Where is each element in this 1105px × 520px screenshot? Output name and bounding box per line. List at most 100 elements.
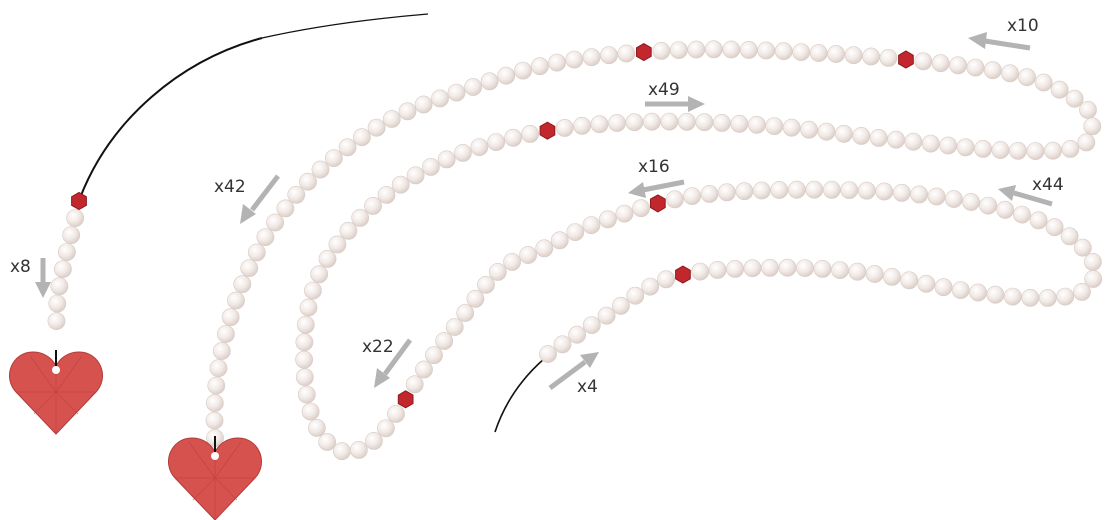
label-x4: x4	[577, 377, 598, 397]
pearl-bead	[1045, 218, 1064, 237]
pearl-bead	[713, 114, 731, 132]
pearl-bead	[295, 368, 314, 387]
label-x49: x49	[648, 80, 680, 100]
pearl-bead	[730, 114, 749, 133]
strand-main	[205, 40, 1103, 461]
pearl-bead	[456, 304, 475, 322]
pearl-bead	[266, 213, 285, 232]
pearl-bead	[431, 89, 449, 108]
pearl-bead	[212, 342, 231, 360]
crystal-bead	[71, 191, 87, 211]
pearl-bead	[986, 285, 1005, 304]
direction-arrows	[35, 32, 1053, 391]
pearl-bead	[240, 259, 259, 278]
pearl-bead	[800, 120, 819, 139]
pearl-bead	[761, 258, 779, 277]
pearl-bead	[951, 281, 970, 300]
pearl-bead	[939, 136, 958, 155]
pearl-bead	[979, 196, 998, 215]
pearl-bead	[1009, 141, 1027, 160]
crystal-bead	[397, 390, 414, 409]
thread-end-top	[79, 37, 263, 199]
pearl-bead	[256, 228, 275, 247]
pearl-bead	[827, 45, 846, 63]
pearl-bead	[969, 283, 988, 302]
arrow-left-icon	[998, 185, 1053, 207]
pearl-bead	[539, 345, 557, 363]
pearl-bead	[209, 359, 228, 378]
pearl-bead	[1077, 133, 1096, 152]
pearl-bead	[917, 274, 936, 293]
bead-strands	[47, 40, 1103, 461]
pearl-bead	[514, 61, 532, 80]
pearl-bead	[66, 209, 85, 228]
pearl-bead	[297, 385, 316, 404]
pearl-bead	[743, 259, 762, 278]
pearl-bead	[904, 132, 923, 151]
pearl-bead	[295, 333, 314, 352]
pearl-bead	[612, 296, 630, 315]
crystal-bead	[650, 194, 666, 213]
thread-end-top-tail	[261, 13, 429, 39]
pearl-bead	[295, 350, 314, 369]
pearl-bead	[641, 277, 660, 296]
pearl-bead	[339, 221, 358, 240]
pearl-bead	[757, 41, 776, 60]
pearl-bead	[625, 113, 644, 132]
pearl-bead	[669, 41, 688, 60]
pearl-bead	[1021, 288, 1040, 307]
pearl-bead	[1065, 89, 1084, 108]
pearl-bead	[739, 41, 758, 59]
heart-pendant-right	[168, 436, 262, 520]
label-x44: x44	[1032, 175, 1064, 195]
pearl-bead	[405, 375, 424, 394]
pearl-bead	[652, 42, 671, 60]
pearl-bead	[216, 325, 235, 343]
pearl-bead	[700, 184, 719, 203]
pearl-bead	[590, 115, 609, 134]
pearl-bead	[900, 271, 919, 290]
pearl-bead	[1003, 287, 1022, 306]
pearl-bead	[54, 260, 72, 279]
threads	[79, 13, 546, 433]
arrow-left-icon	[628, 179, 685, 198]
pearl-bead	[726, 259, 745, 278]
pearl-bead	[599, 210, 617, 229]
pearl-bead	[657, 270, 676, 289]
pearl-bead	[447, 83, 466, 102]
pearl-bead	[991, 141, 1010, 159]
pearl-bead	[535, 239, 554, 258]
pearl-bead	[722, 40, 741, 59]
label-x10: x10	[1007, 16, 1039, 36]
pearl-bead	[565, 50, 584, 69]
pearl-bead	[47, 312, 66, 331]
pearl-bead	[1001, 64, 1019, 83]
pearl-bead	[787, 180, 806, 199]
pearl-bead	[608, 114, 626, 132]
count-labels: x8 x42 x49 x10 x16 x44 x22 x4	[10, 16, 1064, 397]
pearl-bead	[377, 185, 396, 204]
pearl-bead	[1084, 252, 1102, 271]
label-x8: x8	[10, 257, 31, 277]
pearl-bead	[774, 42, 793, 61]
pearl-bead	[660, 112, 679, 131]
pearl-bead	[470, 138, 489, 157]
pearl-bead	[927, 187, 946, 206]
pearl-bead	[548, 53, 566, 72]
pearl-bead	[62, 226, 81, 245]
pearl-bead	[566, 223, 585, 242]
pearl-bead	[367, 118, 386, 137]
label-x16: x16	[638, 157, 670, 177]
pearl-bead	[949, 56, 968, 75]
pearl-bead	[875, 182, 894, 201]
pearl-bead	[600, 46, 618, 65]
pearl-bead	[883, 267, 901, 286]
pearl-bead	[683, 187, 702, 206]
pearl-bead	[831, 261, 849, 280]
pearl-bead	[626, 286, 645, 305]
pearl-bead	[615, 204, 634, 223]
pearl-bead	[857, 181, 876, 200]
pearl-bead	[792, 43, 811, 62]
heart-hole	[211, 452, 219, 460]
